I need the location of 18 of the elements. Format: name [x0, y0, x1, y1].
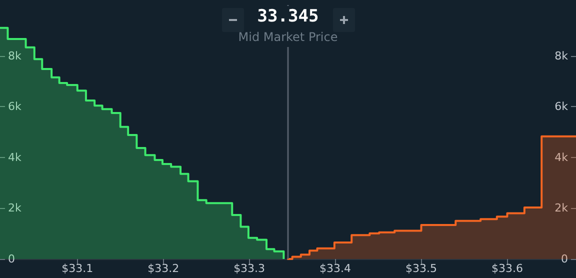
y2-tick-label: 2k [554, 202, 569, 215]
y2-tick-label: 8k [554, 49, 569, 62]
chart-title: 33.345 [257, 6, 319, 26]
x-tick-label: $33.4 [320, 262, 352, 275]
text: Mid Market Price [238, 30, 338, 44]
x-tick-label: $33.5 [406, 262, 438, 275]
y-tick-label: 0 [8, 252, 15, 266]
y-tick-label: 6k [8, 100, 22, 114]
x-tick-label: $33.1 [62, 262, 94, 275]
y2-tick-label: 6k [554, 100, 569, 114]
y-tick-label: 4k [8, 150, 22, 164]
y2-tick-label: 4k [554, 150, 569, 164]
y-tick-label: 8k [8, 49, 22, 62]
y2-tick-label: 0 [561, 252, 568, 266]
y-tick-label: 2k [8, 202, 22, 215]
x-tick-label: $33.3 [234, 262, 266, 275]
x-tick-label: $33.6 [491, 262, 523, 275]
x-tick-label: $33.2 [148, 262, 180, 275]
